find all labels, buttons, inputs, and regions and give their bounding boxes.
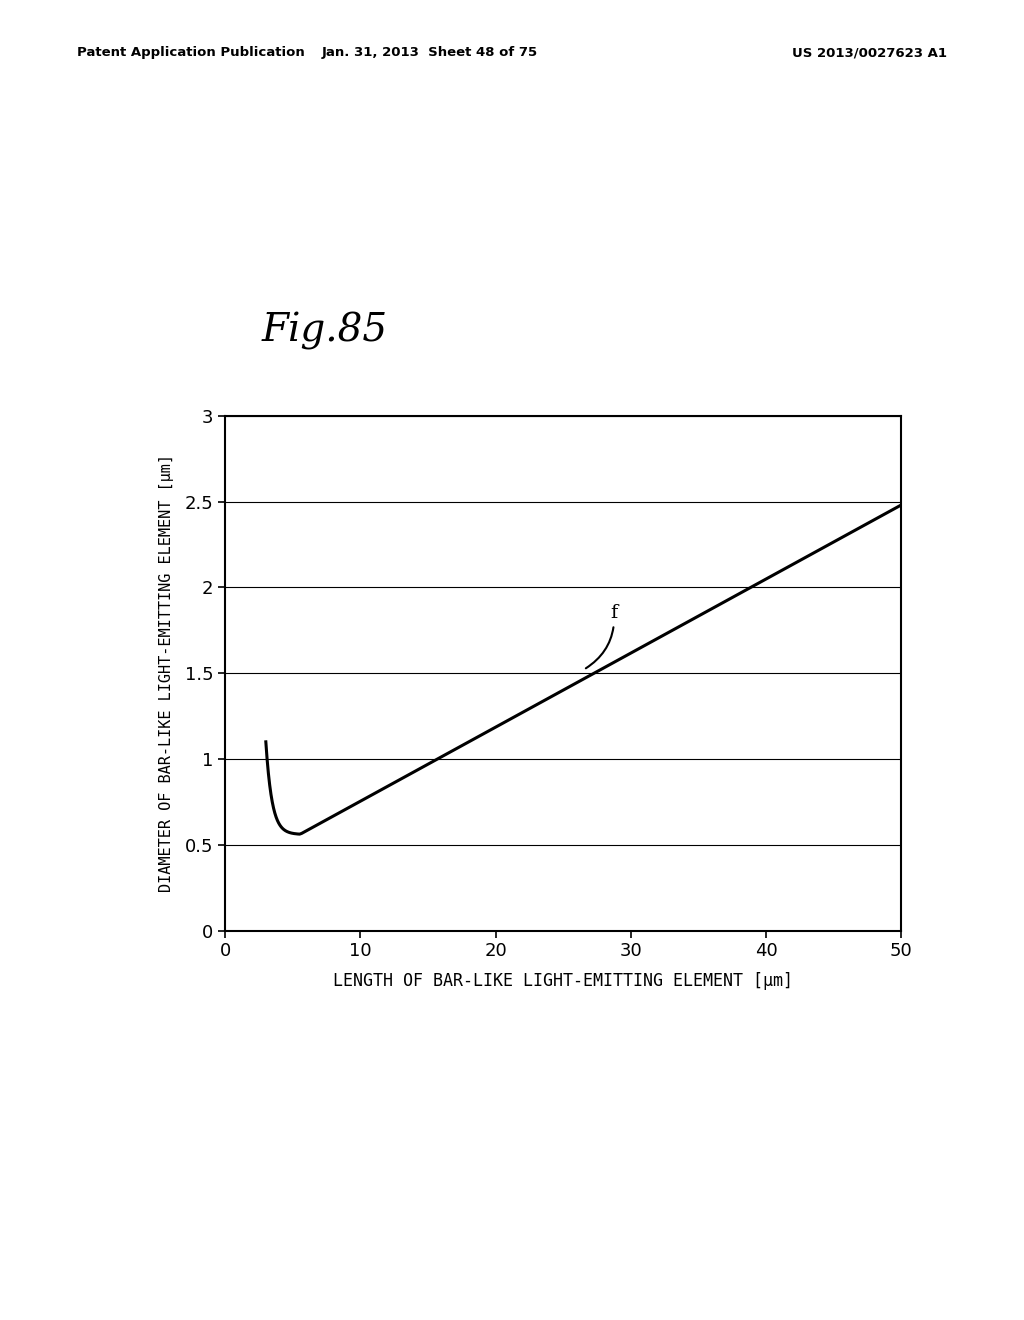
Text: Patent Application Publication: Patent Application Publication [77,46,304,59]
Text: Jan. 31, 2013  Sheet 48 of 75: Jan. 31, 2013 Sheet 48 of 75 [322,46,539,59]
Text: US 2013/0027623 A1: US 2013/0027623 A1 [793,46,947,59]
X-axis label: LENGTH OF BAR-LIKE LIGHT-EMITTING ELEMENT [μm]: LENGTH OF BAR-LIKE LIGHT-EMITTING ELEMEN… [333,972,794,990]
Text: Fig.85: Fig.85 [261,312,387,350]
Text: f: f [586,603,617,668]
Y-axis label: DIAMETER OF BAR-LIKE LIGHT-EMITTING ELEMENT [μm]: DIAMETER OF BAR-LIKE LIGHT-EMITTING ELEM… [159,454,174,892]
